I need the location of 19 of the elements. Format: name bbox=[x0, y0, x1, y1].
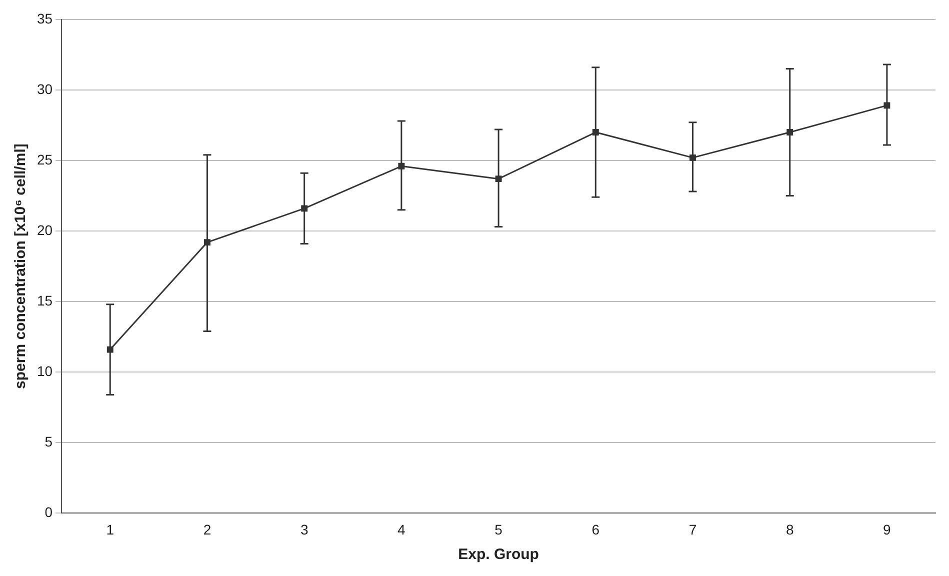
y-tick-label: 20 bbox=[36, 222, 53, 238]
x-tick-label: 3 bbox=[300, 521, 308, 538]
y-tick-label: 5 bbox=[44, 434, 53, 450]
x-tick-label: 1 bbox=[106, 521, 114, 538]
x-tick-label: 6 bbox=[592, 521, 600, 538]
y-axis-title: sperm concentration [x10⁶ cell/ml] bbox=[12, 144, 30, 389]
x-tick-label: 4 bbox=[398, 521, 406, 538]
x-tick-label: 5 bbox=[494, 521, 503, 538]
y-tick-label: 0 bbox=[44, 504, 53, 520]
x-tick-label: 8 bbox=[786, 521, 794, 538]
x-tick-label: 9 bbox=[883, 521, 892, 538]
y-tick-label: 35 bbox=[36, 10, 53, 26]
y-tick-label: 10 bbox=[36, 362, 53, 379]
y-tick-label: 30 bbox=[36, 80, 53, 97]
x-axis-title: Exp. Group bbox=[458, 546, 539, 564]
x-tick-label: 7 bbox=[688, 521, 697, 538]
y-tick-label: 15 bbox=[36, 292, 53, 308]
x-tick-label: 2 bbox=[203, 521, 212, 538]
y-tick-label: 25 bbox=[36, 151, 53, 168]
